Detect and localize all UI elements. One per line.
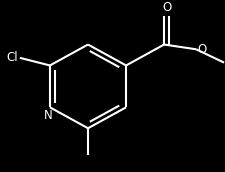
Text: N: N: [43, 109, 52, 122]
Text: Cl: Cl: [6, 51, 18, 64]
Text: O: O: [196, 43, 205, 56]
Text: O: O: [161, 1, 171, 14]
